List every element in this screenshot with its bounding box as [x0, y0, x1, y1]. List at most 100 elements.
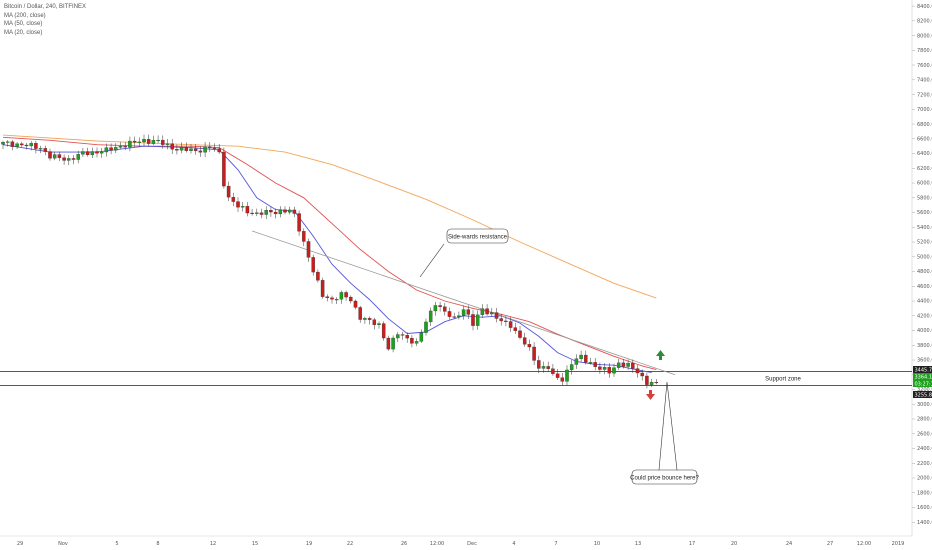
candle[interactable] — [447, 307, 452, 320]
candle[interactable] — [419, 329, 424, 343]
candle[interactable] — [405, 332, 409, 343]
candle[interactable] — [278, 206, 283, 218]
candle[interactable] — [316, 269, 320, 283]
candle[interactable] — [499, 313, 503, 326]
candle[interactable] — [457, 311, 461, 320]
candle[interactable] — [62, 154, 66, 165]
candle[interactable] — [621, 359, 626, 369]
candle[interactable] — [480, 304, 485, 318]
legend-ma50[interactable]: MA (50, close) — [4, 21, 43, 27]
candle[interactable] — [245, 202, 250, 217]
candle[interactable] — [612, 363, 616, 377]
candle[interactable] — [255, 208, 259, 217]
candle[interactable] — [48, 148, 52, 161]
candle[interactable] — [424, 318, 428, 336]
candle[interactable] — [90, 147, 95, 159]
candle[interactable] — [1, 140, 5, 150]
candle[interactable] — [38, 145, 43, 154]
candle[interactable] — [179, 142, 184, 154]
candle[interactable] — [494, 307, 499, 323]
candle[interactable] — [508, 316, 513, 332]
candle[interactable] — [67, 155, 71, 166]
candle[interactable] — [565, 365, 569, 386]
candle[interactable] — [433, 301, 438, 316]
candle[interactable] — [466, 305, 471, 320]
candle[interactable] — [170, 138, 174, 155]
candle[interactable] — [137, 137, 142, 147]
candle[interactable] — [231, 192, 236, 207]
candle[interactable] — [240, 202, 245, 212]
candle[interactable] — [598, 362, 602, 374]
candle[interactable] — [372, 317, 377, 330]
legend-ma20[interactable]: MA (20, close) — [4, 29, 43, 36]
candle[interactable] — [142, 134, 146, 146]
candle[interactable] — [156, 135, 160, 144]
candle[interactable] — [203, 141, 207, 158]
candle[interactable] — [645, 372, 649, 389]
candle[interactable] — [555, 368, 560, 381]
price-tag[interactable]: 3255.8 — [913, 391, 932, 398]
candle[interactable] — [161, 135, 165, 149]
candle[interactable] — [165, 138, 170, 150]
callout-bounce-box[interactable] — [631, 469, 698, 485]
callout-resistance-box[interactable] — [446, 228, 509, 244]
legend-ma200[interactable]: MA (200, close) — [4, 12, 46, 19]
candle[interactable] — [616, 358, 621, 371]
candle[interactable] — [593, 357, 597, 371]
price-tag[interactable]: 3445.7 — [913, 366, 932, 373]
candle[interactable] — [443, 303, 447, 316]
candle[interactable] — [15, 141, 19, 149]
candle[interactable] — [123, 141, 127, 151]
candle[interactable] — [99, 147, 104, 158]
candle[interactable] — [325, 294, 330, 302]
candle[interactable] — [236, 197, 240, 212]
candle[interactable] — [386, 335, 391, 351]
candle[interactable] — [109, 143, 113, 155]
sidewards-resistance-trendline[interactable] — [251, 230, 676, 376]
candle[interactable] — [541, 361, 546, 373]
candle[interactable] — [396, 331, 400, 343]
candle[interactable] — [560, 372, 565, 386]
candle[interactable] — [222, 147, 226, 189]
candle[interactable] — [57, 151, 62, 162]
candle[interactable] — [649, 378, 654, 388]
candle[interactable] — [485, 304, 489, 316]
arrow-down-icon[interactable] — [646, 390, 655, 400]
candle[interactable] — [334, 297, 339, 305]
candle[interactable] — [292, 206, 297, 218]
candle[interactable] — [217, 143, 221, 154]
arrow-up-icon[interactable] — [656, 350, 665, 360]
candle[interactable] — [189, 144, 193, 154]
candle[interactable] — [320, 277, 325, 299]
candle[interactable] — [339, 290, 344, 304]
candle[interactable] — [330, 295, 334, 304]
candle[interactable] — [546, 361, 550, 373]
candle[interactable] — [391, 335, 395, 353]
candle[interactable] — [287, 206, 292, 215]
ma20-line[interactable] — [2, 144, 652, 374]
candle[interactable] — [513, 322, 518, 334]
candle[interactable] — [358, 305, 362, 323]
candle[interactable] — [640, 369, 644, 381]
candle[interactable] — [579, 350, 583, 363]
candle[interactable] — [626, 359, 630, 370]
candle[interactable] — [344, 290, 348, 301]
candle[interactable] — [43, 145, 48, 156]
candle[interactable] — [569, 359, 574, 375]
candle[interactable] — [584, 350, 588, 365]
candle[interactable] — [29, 140, 33, 151]
candle[interactable] — [297, 210, 301, 236]
candle[interactable] — [631, 359, 635, 373]
candle[interactable] — [471, 310, 475, 331]
candle[interactable] — [367, 316, 372, 325]
candle[interactable] — [132, 136, 137, 147]
candle[interactable] — [226, 181, 231, 202]
candle[interactable] — [551, 364, 555, 376]
candle[interactable] — [114, 143, 118, 154]
candle[interactable] — [490, 308, 494, 317]
candle[interactable] — [302, 228, 306, 247]
candle[interactable] — [20, 141, 24, 148]
candle[interactable] — [193, 144, 198, 155]
candle[interactable] — [522, 332, 527, 347]
candle[interactable] — [104, 143, 109, 157]
